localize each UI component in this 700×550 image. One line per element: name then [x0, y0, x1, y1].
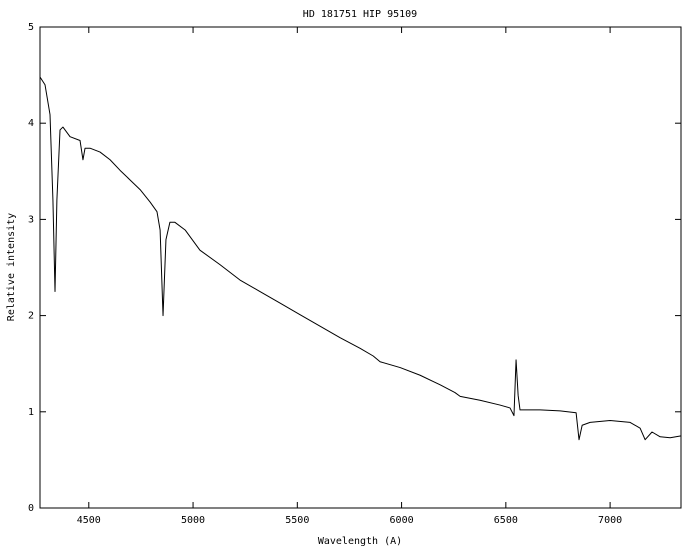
- x-tick-label: 4500: [77, 515, 101, 526]
- x-tick-label: 7000: [598, 515, 622, 526]
- y-tick-label: 1: [28, 407, 34, 418]
- x-tick-label: 6000: [390, 515, 414, 526]
- spectrum-line: [39, 76, 682, 441]
- y-axis-label: Relative intensity: [6, 213, 17, 321]
- y-tick-label: 4: [28, 118, 34, 129]
- y-tick-label: 5: [28, 22, 34, 33]
- x-tick-label: 5000: [181, 515, 205, 526]
- plot-frame: [39, 26, 682, 509]
- y-tick-label: 0: [28, 503, 34, 514]
- x-axis-label: Wavelength (A): [318, 536, 402, 547]
- x-tick-label: 6500: [494, 515, 518, 526]
- y-tick-label: 2: [28, 311, 34, 322]
- x-tick-label: 5500: [285, 515, 309, 526]
- chart-title: HD 181751 HIP 95109: [303, 9, 417, 20]
- y-tick-label: 3: [28, 214, 34, 225]
